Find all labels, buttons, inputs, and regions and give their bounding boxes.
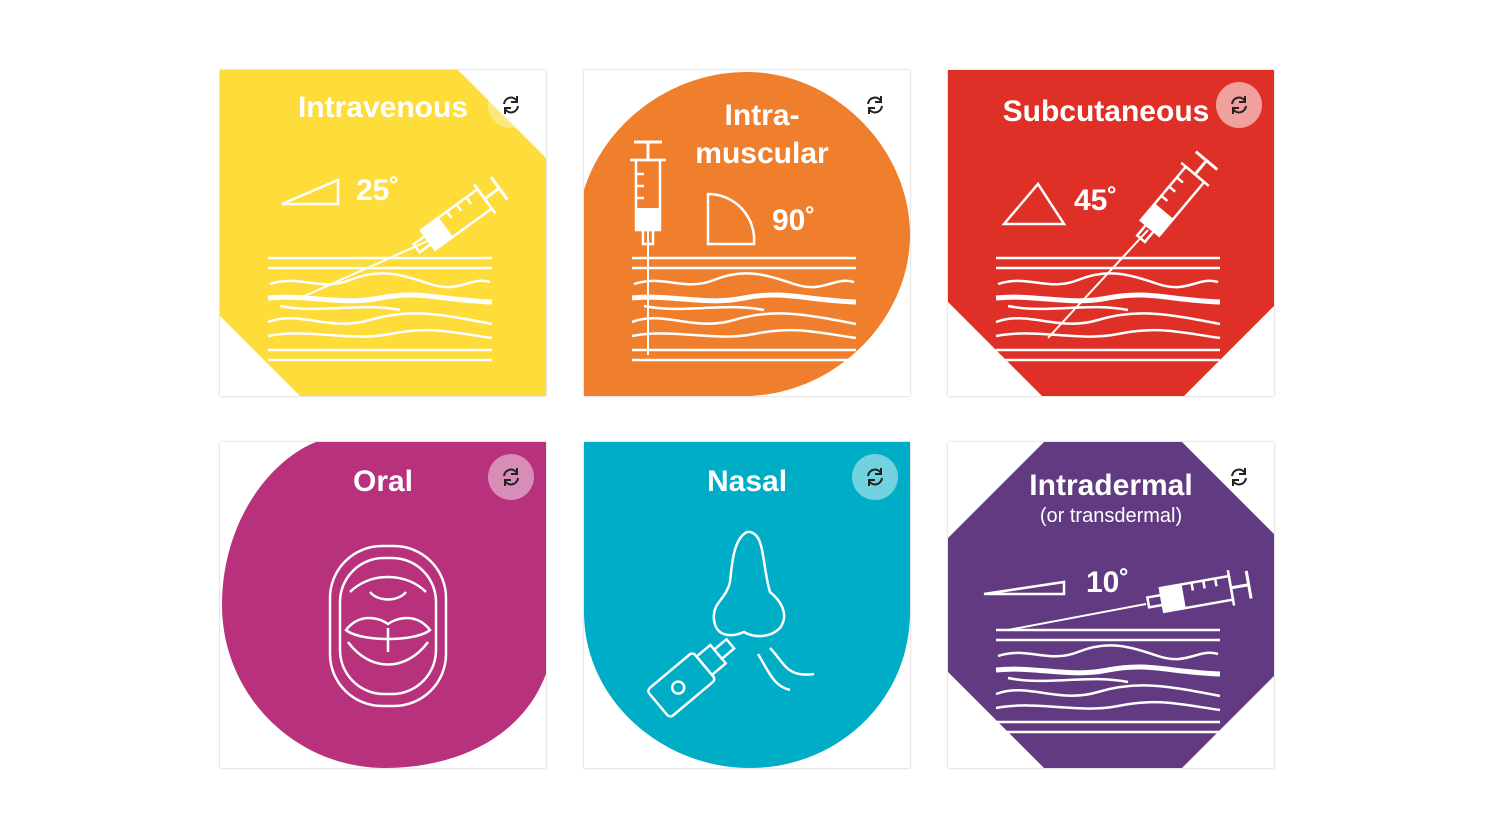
flip-button[interactable] [1216,454,1262,500]
angle-label: 45˚ [1074,184,1118,217]
card-intramuscular[interactable]: Intra- muscular 90˚ [584,70,910,396]
card-title-line1: Intra- [724,99,800,132]
card-oral[interactable]: Oral [220,442,546,768]
rotate-arrows-icon [503,95,519,115]
angle-label: 90˚ [772,204,816,237]
card-subtitle: (or transdermal) [1039,505,1183,527]
rotate-arrows-icon [1231,95,1247,115]
rotate-arrows-icon [867,467,883,487]
card-title: Intravenous [297,91,469,124]
card-intravenous[interactable]: Intravenous 25˚ [220,70,546,396]
card-intradermal[interactable]: Intradermal (or transdermal) 10˚ [948,442,1274,768]
card-title: Intradermal [1029,469,1193,502]
flip-button[interactable] [1216,82,1262,128]
flip-button[interactable] [488,82,534,128]
flip-button[interactable] [488,454,534,500]
card-subcutaneous[interactable]: Subcutaneous 45˚ [948,70,1274,396]
card-nasal[interactable]: Nasal [584,442,910,768]
flip-button[interactable] [852,82,898,128]
angle-label: 25˚ [356,174,400,207]
rotate-arrows-icon [1231,467,1247,487]
rotate-arrows-icon [503,467,519,487]
angle-label: 10˚ [1086,566,1130,599]
card-title: Nasal [706,465,788,498]
card-title-line2: muscular [695,137,829,170]
card-title: Oral [352,465,414,498]
card-title: Subcutaneous [1002,95,1210,128]
rotate-arrows-icon [867,95,883,115]
flip-button[interactable] [852,454,898,500]
